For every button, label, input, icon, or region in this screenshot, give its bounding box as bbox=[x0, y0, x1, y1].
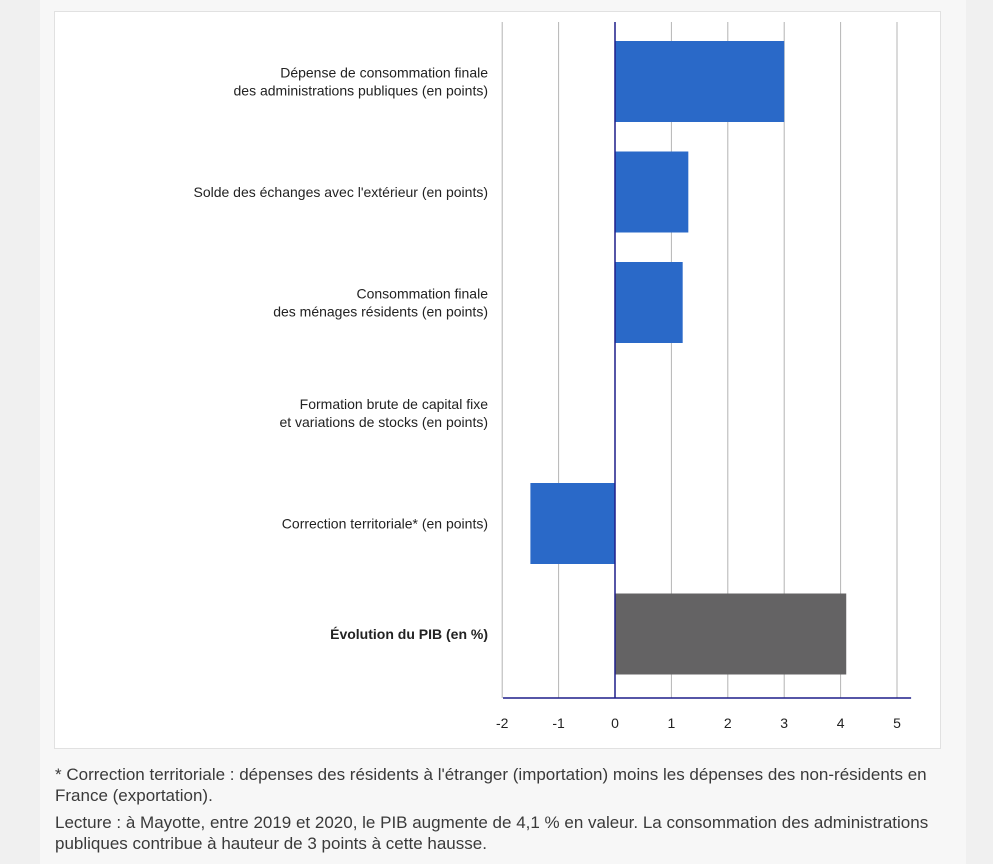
reading-note: Lecture : à Mayotte, entre 2019 et 2020,… bbox=[55, 813, 929, 853]
bar-chart: -2 -1 0 1 2 3 4 5 Dépense de consommation finale… bbox=[193, 22, 912, 731]
category-label: Évolution du PIB (en %) bbox=[330, 626, 488, 642]
bar bbox=[615, 41, 785, 122]
x-tick-label: 5 bbox=[893, 715, 901, 731]
x-tick-label: 3 bbox=[780, 715, 788, 731]
x-tick-label: -2 bbox=[496, 715, 509, 731]
category-label-line: et variations de stocks (en points) bbox=[279, 414, 488, 430]
category-label-line: Correction territoriale* (en points) bbox=[282, 516, 488, 532]
x-tick-label: 1 bbox=[668, 715, 676, 731]
category-label: Consommation finale des ménages résidents… bbox=[273, 286, 488, 320]
category-label-line: Évolution du PIB (en %) bbox=[330, 626, 488, 642]
category-label-line: des administrations publiques (en points… bbox=[234, 83, 488, 99]
x-tick-label: -1 bbox=[552, 715, 565, 731]
x-tick-label: 0 bbox=[611, 715, 619, 731]
footnote: * Correction territoriale : dépenses des… bbox=[55, 765, 927, 805]
bar bbox=[530, 483, 615, 564]
category-label: Formation brute de capital fixe et variat… bbox=[279, 396, 488, 430]
category-label-line: Solde des échanges avec l'extérieur (en … bbox=[193, 184, 488, 200]
category-label: Dépense de consommation finale des admini… bbox=[234, 65, 489, 99]
category-label: Correction territoriale* (en points) bbox=[282, 516, 488, 532]
bar bbox=[615, 151, 689, 233]
category-label-line: des ménages résidents (en points) bbox=[273, 304, 488, 320]
x-tick-label: 4 bbox=[837, 715, 845, 731]
chart-card: -2 -1 0 1 2 3 4 5 Dépense de consommation finale… bbox=[54, 11, 941, 749]
category-label: Solde des échanges avec l'extérieur (en … bbox=[193, 184, 488, 200]
bar bbox=[615, 262, 683, 343]
category-label-line: Formation brute de capital fixe bbox=[300, 396, 489, 412]
bar bbox=[615, 593, 847, 675]
category-label-line: Consommation finale bbox=[356, 286, 488, 302]
category-label-line: Dépense de consommation finale bbox=[280, 65, 488, 81]
x-tick-label: 2 bbox=[724, 715, 732, 731]
